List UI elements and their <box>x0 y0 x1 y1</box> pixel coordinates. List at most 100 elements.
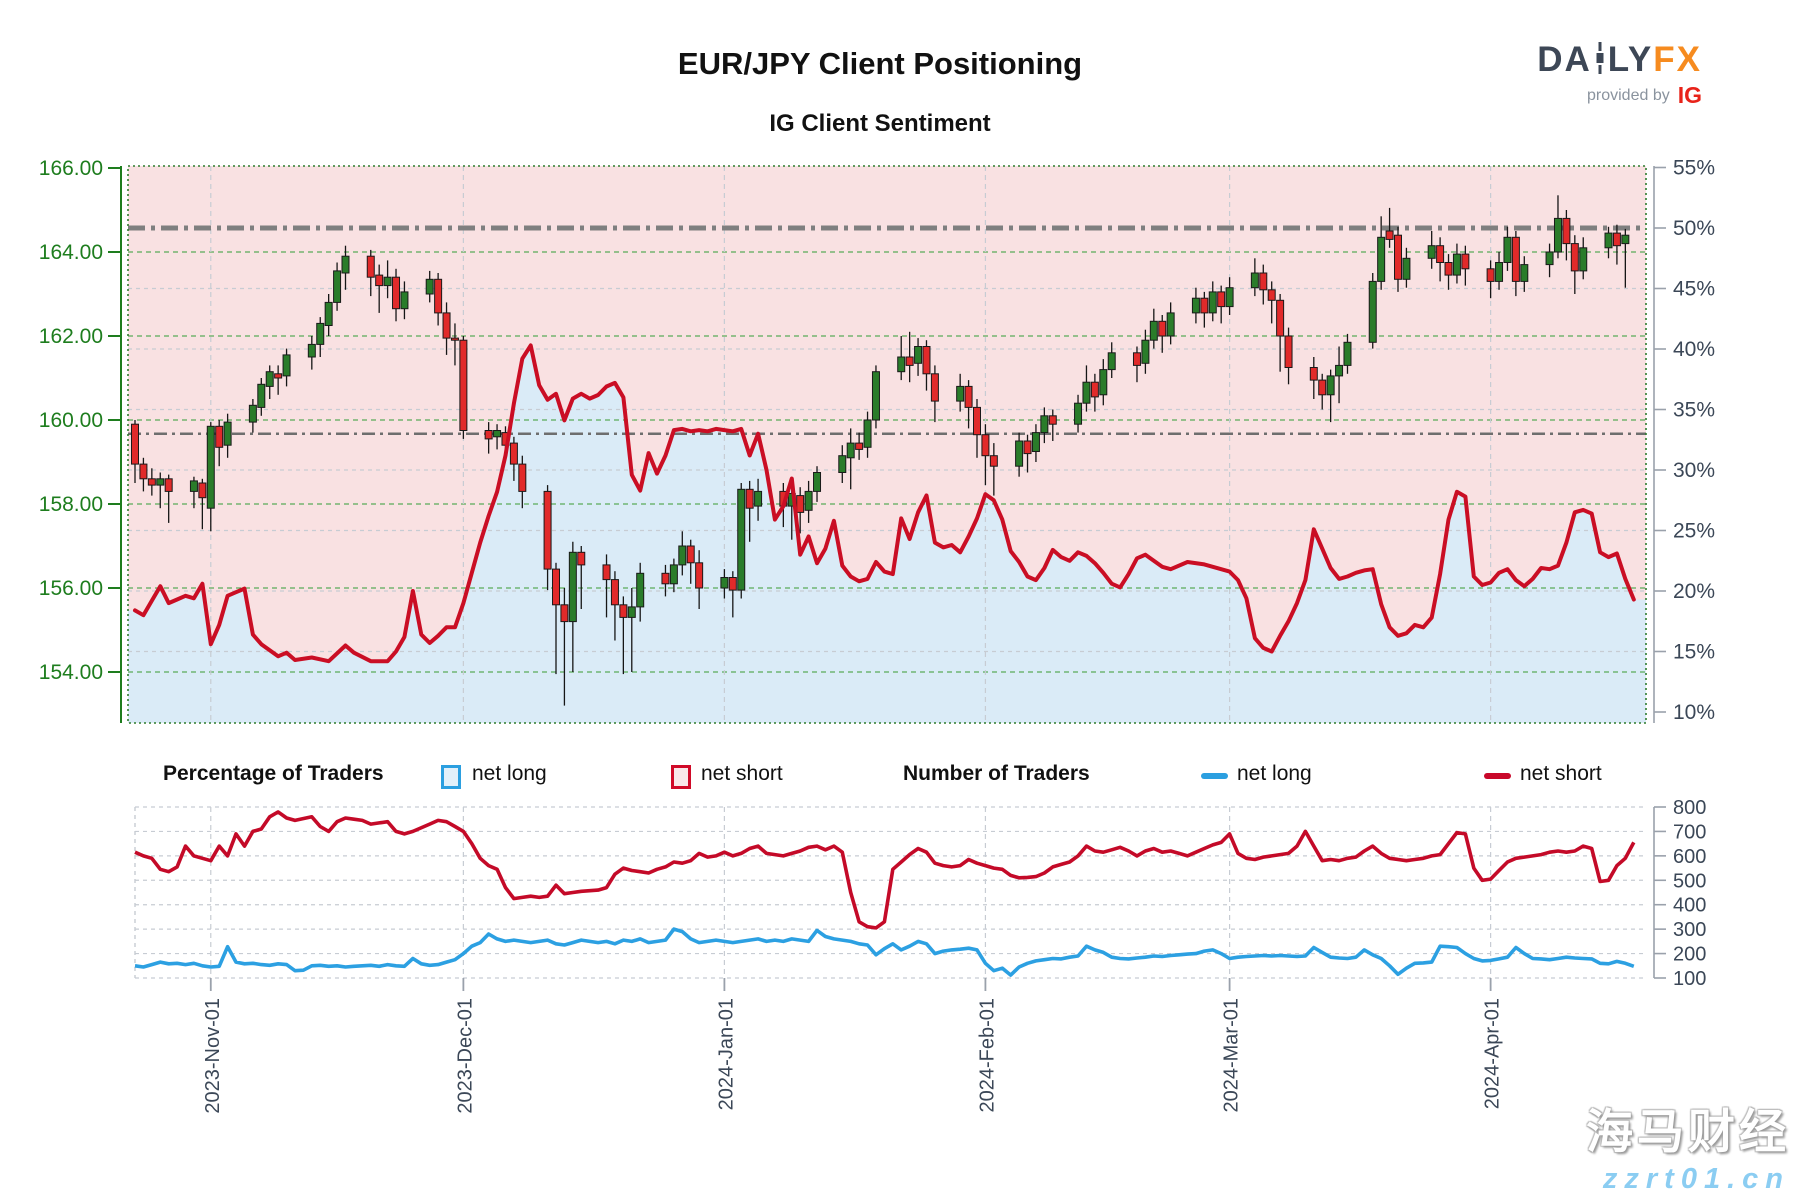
logo-text-fx: FX <box>1653 40 1702 79</box>
candle-up <box>1015 440 1024 467</box>
candle-down <box>1309 367 1318 381</box>
candle-down <box>1276 299 1285 337</box>
candle-down <box>905 356 914 366</box>
candle-down <box>1090 381 1099 398</box>
count-tick-label: 800 <box>1673 797 1706 819</box>
candle-down <box>728 577 737 591</box>
candle-down <box>552 568 560 606</box>
candle-up <box>1107 352 1116 371</box>
ig-logo: IG <box>1677 82 1702 108</box>
chart-subtitle: IG Client Sentiment <box>769 110 991 137</box>
candle-down <box>450 337 459 341</box>
candle-up <box>1427 245 1436 259</box>
date-tick-label: 2023-Dec-01 <box>454 998 476 1114</box>
candle-down <box>1023 440 1032 455</box>
candle-up <box>1452 253 1461 276</box>
pct-tick-label: 15% <box>1673 641 1715 664</box>
candle-down <box>1486 268 1495 282</box>
candle-up <box>1031 432 1040 453</box>
candle-up <box>863 419 872 448</box>
candle-down <box>602 564 611 581</box>
candle-down <box>745 488 754 509</box>
candle-up <box>1149 320 1158 341</box>
pct-tick-label: 10% <box>1673 701 1715 724</box>
candle-up <box>1368 280 1377 343</box>
candle-up <box>720 577 729 589</box>
candle-up <box>223 421 232 446</box>
legend-num-header: Number of Traders <box>903 762 1090 785</box>
candle-up <box>1099 369 1108 396</box>
watermark-site-url: zzrt01.cn <box>1602 1163 1790 1195</box>
count-tick-label: 300 <box>1673 919 1706 941</box>
net-long-line-swatch <box>1201 773 1228 779</box>
candle-down <box>1444 262 1453 276</box>
candle-up <box>1495 262 1504 282</box>
net-long-area-swatch <box>441 765 461 789</box>
candle-down <box>1259 272 1268 291</box>
price-tick-label: 156.00 <box>39 577 103 600</box>
candle-up <box>813 472 822 492</box>
candle-up <box>282 354 291 377</box>
candle-down <box>1318 379 1327 396</box>
logo-text-ly: LY <box>1607 40 1654 79</box>
date-tick-label: 2023-Nov-01 <box>202 998 224 1114</box>
candle-up <box>1040 415 1049 434</box>
candle-up <box>1074 402 1083 425</box>
date-tick-label: 2024-Mar-01 <box>1221 998 1243 1113</box>
price-tick-label: 160.00 <box>39 409 103 432</box>
candle-down <box>1461 253 1470 270</box>
pct-tick-label: 35% <box>1673 399 1715 422</box>
candle-down <box>139 463 148 480</box>
candle-up <box>1082 381 1091 404</box>
candle-down <box>1511 236 1520 282</box>
candle-down <box>274 373 283 379</box>
axes: 166.00 164.00 162.00 160.00 158.00 156.00 154.… <box>39 157 1715 725</box>
candle-down <box>1394 234 1402 280</box>
dailyfx-logo: DA LY FX provided by IG <box>1537 40 1702 109</box>
logo-text-da: DA <box>1537 40 1592 79</box>
candle-down <box>796 495 805 513</box>
candle-down <box>392 276 401 310</box>
date-axis: 2023-Nov-01 2023-Dec-01 2024-Jan-01 2024-Fe… <box>202 978 1504 1114</box>
candle-up <box>678 545 687 566</box>
candle-up <box>341 255 350 274</box>
candle-down <box>1570 243 1579 272</box>
candle-down <box>1158 320 1167 337</box>
candle-up <box>1377 236 1386 282</box>
candle-up <box>1166 312 1175 337</box>
net-short-line-swatch <box>1484 773 1511 779</box>
legend-pct-net-short-label: net short <box>701 762 783 785</box>
candle-up <box>956 385 965 402</box>
candle-down <box>1562 217 1571 245</box>
candle-down <box>1385 230 1394 240</box>
logo-provided-by: provided by <box>1587 86 1670 104</box>
candle-down <box>1284 335 1293 368</box>
sentiment-fill-areas <box>128 166 1646 723</box>
dailyfx-logo-wordmark: DA LY FX <box>1537 40 1702 80</box>
count-tick-label: 100 <box>1673 968 1706 990</box>
candle-down <box>543 490 552 570</box>
candle-down <box>964 385 973 408</box>
candle-down <box>922 346 931 375</box>
traders-net-short-line <box>134 810 1636 930</box>
count-tick-label: 200 <box>1673 944 1706 966</box>
candle-up <box>1553 217 1562 253</box>
candle-down <box>484 430 493 440</box>
candle-up <box>1208 291 1217 314</box>
legend-pct-header: Percentage of Traders <box>163 762 384 785</box>
candle-up <box>156 478 165 486</box>
candle-down <box>619 604 628 618</box>
candle-up <box>804 490 813 511</box>
candle-up <box>627 606 636 618</box>
candle-up <box>1503 236 1512 264</box>
candle-down <box>855 442 864 450</box>
traders-net-long-line <box>134 927 1635 977</box>
candle-down <box>518 463 527 492</box>
net-short-percent-line <box>133 343 1636 664</box>
net-short-area-swatch <box>671 765 691 789</box>
candle-up <box>1250 272 1259 289</box>
count-tick-label: 600 <box>1673 846 1706 868</box>
gridlines <box>127 165 1647 978</box>
